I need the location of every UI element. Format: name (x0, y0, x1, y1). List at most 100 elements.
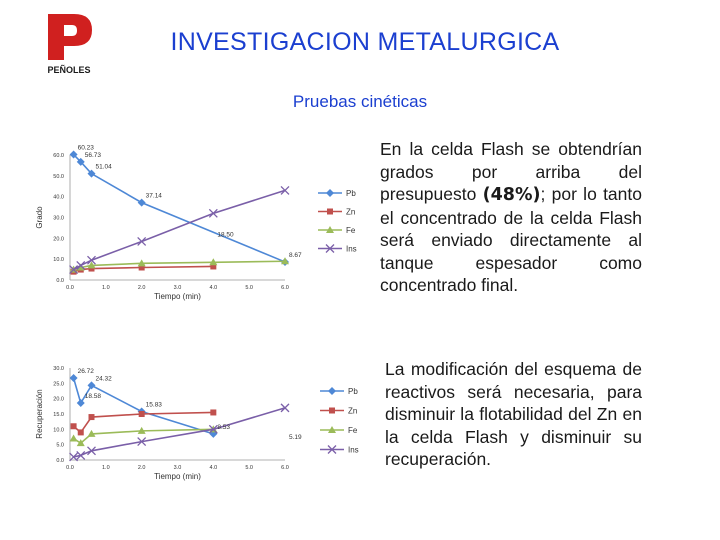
data-label: 8.67 (289, 252, 302, 259)
legend-label: Ins (346, 245, 357, 254)
x-tick-label: 3.0 (174, 285, 182, 291)
data-point (280, 185, 290, 195)
paragraph-flash-grade: En la celda Flash se obtendrían grados p… (380, 139, 642, 295)
legend-marker (327, 208, 333, 215)
series-pb (69, 374, 218, 438)
series-fe (69, 257, 289, 273)
data-point (137, 259, 146, 267)
y-tick-label: 30.0 (53, 366, 64, 372)
legend-marker (326, 189, 334, 197)
data-label: 18.58 (85, 393, 102, 400)
data-point (208, 208, 218, 218)
legend-entry-fe: Fe (318, 226, 356, 235)
x-axis-label: Tiempo (min) (154, 472, 201, 481)
y-tick-label: 30.0 (53, 216, 64, 222)
legend-label: Ins (348, 446, 359, 455)
x-tick-label: 5.0 (245, 465, 253, 471)
y-tick-label: 15.0 (53, 412, 64, 418)
page-title: INVESTIGACION METALURGICA (170, 28, 560, 56)
legend-entry-pb: Pb (318, 189, 356, 198)
data-point (88, 414, 95, 421)
legend-marker (328, 426, 336, 433)
y-tick-label: 60.0 (53, 153, 64, 159)
x-tick-label: 4.0 (210, 465, 218, 471)
legend-label: Pb (348, 387, 358, 396)
data-label: 26.72 (78, 368, 95, 375)
series-line (72, 377, 214, 435)
data-point (76, 260, 86, 270)
x-tick-label: 5.0 (245, 285, 253, 291)
data-point (69, 434, 78, 442)
y-tick-label: 10.0 (53, 257, 64, 263)
data-point (138, 264, 145, 271)
paragraph-reagent-scheme: La modificación del esquema de reactivos… (385, 359, 642, 469)
series-zn (70, 409, 217, 436)
data-point (69, 452, 79, 462)
x-tick-label: 2.0 (138, 465, 146, 471)
legend-entry-fe: Fe (320, 426, 358, 435)
data-point (210, 263, 217, 270)
data-point (281, 257, 289, 265)
x-tick-label: 2.0 (138, 285, 146, 291)
data-point (87, 446, 96, 456)
series-line (73, 407, 286, 458)
x-tick-label: 4.0 (210, 285, 218, 291)
data-point (137, 437, 147, 447)
legend-entry-pb: Pb (320, 387, 358, 396)
legend-label: Fe (346, 226, 356, 235)
data-point (208, 424, 218, 434)
data-label: 8.53 (217, 424, 230, 431)
y-tick-label: 50.0 (53, 174, 64, 180)
data-point (210, 409, 217, 416)
y-tick-label: 0.0 (56, 458, 64, 464)
penoles-logo: PEÑOLES (47, 14, 92, 75)
y-tick-label: 20.0 (53, 397, 64, 403)
data-point (280, 403, 290, 413)
data-point (76, 399, 85, 408)
data-point (76, 263, 85, 271)
data-label: 51.04 (96, 164, 113, 171)
y-tick-label: 25.0 (53, 381, 64, 387)
data-point (69, 150, 78, 159)
data-point (137, 236, 147, 246)
data-point (69, 265, 79, 275)
data-point (87, 255, 96, 265)
legend-marker (325, 244, 335, 253)
y-axis-label: Grado (35, 206, 44, 229)
legend-label: Zn (348, 407, 357, 416)
y-tick-label: 0.0 (56, 278, 64, 284)
legend-label: Pb (346, 189, 356, 198)
x-tick-label: 6.0 (281, 465, 289, 471)
x-tick-label: 6.0 (281, 285, 289, 291)
data-point (87, 261, 96, 269)
data-label: 5.19 (289, 434, 302, 441)
data-label: 24.32 (96, 375, 113, 382)
legend-marker (329, 407, 335, 414)
data-point (87, 169, 96, 178)
data-label: 18.50 (217, 231, 234, 238)
legend-entry-ins: Ins (320, 445, 359, 455)
x-tick-label: 1.0 (102, 465, 110, 471)
data-point (138, 411, 145, 417)
legend-marker (326, 226, 334, 233)
svg-text:PEÑOLES: PEÑOLES (47, 65, 90, 75)
x-tick-label: 1.0 (102, 285, 110, 291)
data-label: 15.83 (146, 401, 163, 408)
data-point (209, 258, 218, 266)
y-tick-label: 20.0 (53, 236, 64, 242)
data-point (137, 426, 146, 434)
chart-recuperacion: 0.0 5.0 10.0 15.0 20.0 25.0 30.0 0.0 1.0 2.0 3.0 4.… (35, 366, 359, 481)
data-point (76, 450, 86, 460)
legend-marker (327, 445, 337, 454)
series-line (73, 189, 286, 271)
data-point (87, 429, 96, 437)
data-label: 37.14 (146, 193, 163, 200)
legend-marker (328, 387, 336, 395)
data-label: 56.73 (85, 152, 102, 159)
series-ins (69, 403, 290, 462)
series-ins (69, 185, 290, 275)
x-tick-label: 0.0 (66, 285, 74, 291)
chart-grado: 0.0 10.0 20.0 30.0 40.0 50.0 60.0 0.0 1.0 2.0 3.0 4… (35, 145, 357, 301)
y-axis-label: Recuperación (35, 389, 44, 438)
legend-label: Zn (346, 208, 355, 217)
